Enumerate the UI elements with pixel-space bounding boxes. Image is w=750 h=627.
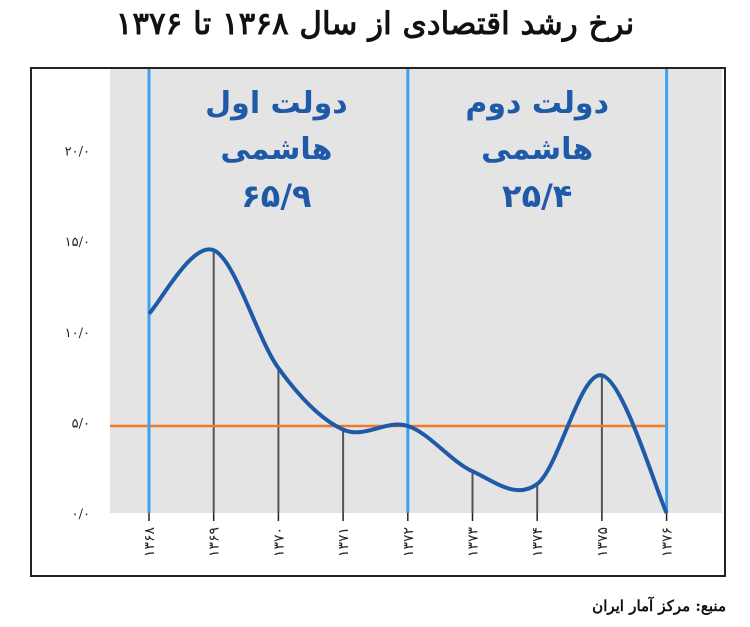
chart-frame: ۰/۰ ۵/۰ ۱۰/۰ ۱۵/۰ ۲۰/۰ ۱۳۶۸ ۱۳۶۹ ۱۳۷۰ ۱۳۷۱ ۱۳۷۲ ۱۳… xyxy=(30,67,726,577)
period-label: دولت دوم xyxy=(465,86,609,121)
plot-background xyxy=(110,69,722,513)
x-tick-label: ۱۳۷۶ xyxy=(660,527,676,557)
period-label: دولت اول xyxy=(205,86,347,121)
period-label: هاشمی xyxy=(481,132,593,167)
x-tick-label: ۱۳۷۰ xyxy=(271,527,287,557)
y-tick-label: ۱۰/۰ xyxy=(65,326,90,341)
x-tick-label: ۱۳۶۹ xyxy=(207,527,223,557)
growth-rate-curve xyxy=(147,247,669,514)
x-tick-label: ۱۳۷۵ xyxy=(595,527,611,557)
growth-rate-chart: ۰/۰ ۵/۰ ۱۰/۰ ۱۵/۰ ۲۰/۰ ۱۳۶۸ ۱۳۶۹ ۱۳۷۰ ۱۳۷۱ ۱۳۷۲ ۱۳… xyxy=(65,69,722,558)
chart-title: نرخ رشد اقتصادی از سال ۱۳۶۸ تا ۱۳۷۶ xyxy=(115,6,635,42)
y-tick-label: ۵/۰ xyxy=(72,416,90,431)
y-tick-label: ۲۰/۰ xyxy=(65,145,90,160)
y-tick-label: ۱۵/۰ xyxy=(65,235,90,250)
period-value-label: ۶۵/۹ xyxy=(241,177,311,215)
source-note: منبع: مرکز آمار ایران xyxy=(592,597,726,615)
x-tick-label: ۱۳۷۲ xyxy=(401,527,417,557)
x-tick-label: ۱۳۶۸ xyxy=(142,527,158,558)
x-tick-label: ۱۳۷۴ xyxy=(530,527,546,557)
period-label: هاشمی xyxy=(220,132,332,167)
x-tick-label: ۱۳۷۱ xyxy=(336,527,352,557)
period-value-label: ۲۵/۴ xyxy=(502,177,572,215)
x-tick-label: ۱۳۷۳ xyxy=(466,527,482,558)
y-tick-label: ۰/۰ xyxy=(72,507,90,522)
